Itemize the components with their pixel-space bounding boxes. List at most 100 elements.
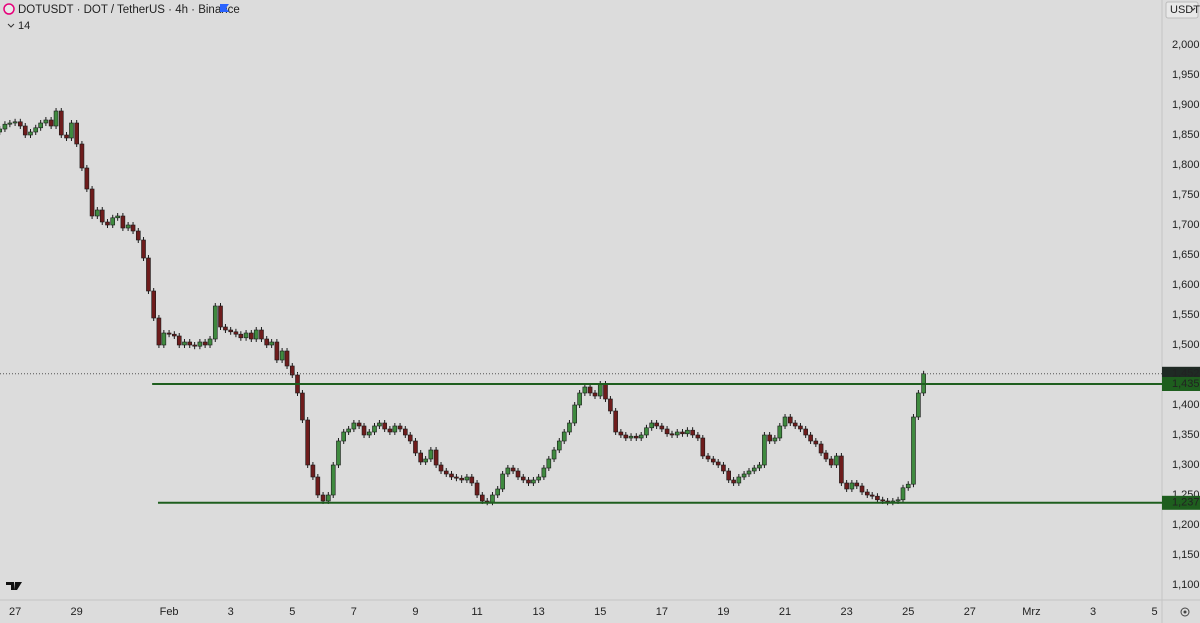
candle-body (33, 127, 39, 133)
currency-dropdown[interactable] (1190, 7, 1196, 11)
candle-body (438, 464, 444, 472)
candle-body (99, 209, 105, 223)
candle-body (490, 494, 495, 503)
candle-body (12, 121, 18, 124)
candle-body (22, 125, 28, 136)
x-tick-label: 27 (964, 606, 976, 618)
candle-body (218, 305, 223, 328)
x-tick-label: Feb (160, 606, 179, 618)
candle-body (269, 341, 274, 346)
candle-body (377, 422, 382, 427)
candle-body (305, 419, 310, 466)
x-tick-label: 19 (717, 606, 729, 618)
candle-body (669, 433, 675, 436)
candle-body (346, 428, 351, 433)
candle-body (818, 443, 824, 454)
candle-body (798, 425, 803, 430)
candle-body (105, 221, 110, 226)
candle-body (803, 428, 808, 436)
candle-body (592, 392, 598, 397)
candle-body (228, 329, 233, 333)
candle-body (551, 449, 557, 460)
candle-body (731, 479, 736, 484)
settings-icon-dot (1183, 610, 1187, 614)
candle-body (315, 476, 321, 496)
candle-body (130, 224, 136, 232)
settings-icon[interactable] (1180, 607, 1190, 617)
candle-body (326, 494, 331, 502)
candle-body (844, 482, 849, 490)
candle-body (787, 416, 793, 424)
candle-body (279, 350, 285, 361)
flag-icon[interactable] (220, 4, 229, 12)
candle-body (274, 341, 280, 361)
candle-body (911, 416, 916, 485)
candle-body (58, 110, 64, 136)
candle-body (608, 398, 613, 412)
candle-body (387, 428, 393, 433)
candle-body (423, 458, 428, 463)
y-tick-label: 1,150 (1172, 549, 1200, 561)
candle-body (253, 329, 259, 340)
candle-body (767, 434, 772, 442)
candle-body (192, 344, 197, 347)
candle-body (531, 479, 536, 484)
candle-body (187, 341, 193, 346)
candle-body (110, 217, 116, 226)
candle-body (864, 491, 870, 496)
candle-body (223, 326, 228, 331)
candle-body (176, 335, 182, 346)
candle-body (18, 121, 23, 127)
y-tick-label: 1,700 (1172, 219, 1200, 231)
x-tick-label: Mrz (1022, 606, 1040, 618)
candle-body (120, 215, 126, 229)
candle-body (264, 338, 270, 346)
x-tick-label: 5 (289, 606, 295, 618)
candle-body (407, 434, 413, 442)
x-tick-label: 15 (594, 606, 606, 618)
level-label: 1,435 (1172, 378, 1200, 390)
candle-body (372, 425, 377, 433)
x-tick-label: 11 (471, 606, 482, 618)
candle-body (79, 143, 85, 169)
level-box (1162, 377, 1200, 391)
candle-body (854, 482, 860, 487)
candle-body (500, 473, 505, 490)
candle-body (859, 485, 865, 493)
candle-body (869, 494, 875, 497)
candle-body (479, 494, 485, 502)
candle-body (366, 431, 372, 436)
candle-body (310, 464, 316, 478)
candle-body (659, 425, 665, 430)
candle-body (520, 476, 526, 481)
candle-body (449, 473, 454, 478)
currency-button[interactable] (1165, 1, 1199, 19)
candle-body (587, 386, 593, 394)
candle-body (64, 134, 69, 139)
candle-body (141, 239, 146, 259)
candle-body (402, 428, 408, 436)
candle-body (690, 429, 695, 436)
y-tick-label: 1,500 (1172, 339, 1200, 351)
candle-body (459, 477, 464, 481)
candle-body (828, 458, 834, 466)
candle-body (900, 487, 906, 501)
candle-body (2, 123, 8, 130)
candle-body (633, 435, 639, 439)
candle-body (69, 122, 74, 139)
candle-body (397, 425, 403, 430)
candle-body (28, 131, 33, 136)
x-tick-label: 27 (9, 606, 21, 618)
candle-body (7, 122, 13, 125)
candle-body (782, 416, 788, 427)
candle-body (249, 332, 254, 340)
x-tick-label: 21 (779, 606, 791, 618)
candle-body (757, 464, 762, 469)
candle-body (536, 476, 541, 481)
candle-body (849, 482, 855, 490)
candle-body (880, 499, 885, 502)
collapse-icon[interactable] (7, 23, 15, 28)
candle-body (238, 333, 244, 339)
symbol-icon (3, 3, 15, 15)
